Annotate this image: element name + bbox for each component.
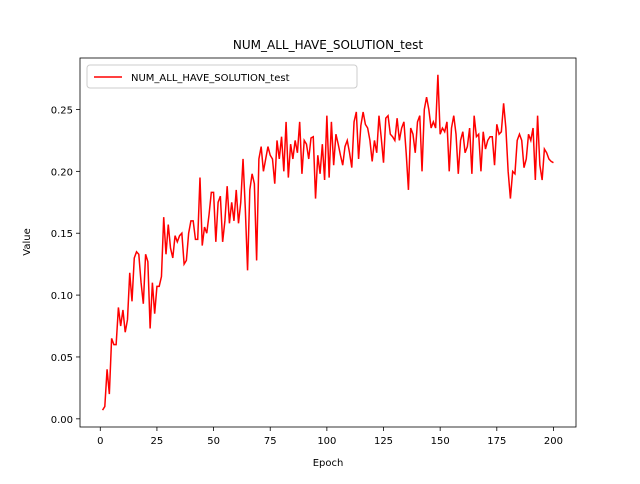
y-tick-label: 0.25 [51,105,73,116]
y-tick-label: 0.05 [51,353,73,364]
y-tick-label: 0.20 [51,167,73,178]
x-tick-label: 200 [544,436,563,447]
y-tick-label: 0.10 [51,291,73,302]
x-tick-label: 100 [317,436,336,447]
y-tick-label: 0.00 [51,415,73,426]
x-tick-label: 25 [151,436,164,447]
chart-title: NUM_ALL_HAVE_SOLUTION_test [233,38,424,52]
x-tick-label: 150 [431,436,450,447]
x-tick-label: 0 [97,436,103,447]
y-axis-label: Value [22,228,33,255]
y-tick-label: 0.15 [51,229,73,240]
legend-label: NUM_ALL_HAVE_SOLUTION_test [131,73,290,84]
x-tick-label: 50 [207,436,220,447]
x-tick-label: 125 [374,436,393,447]
x-tick-label: 175 [487,436,506,447]
legend-box [86,64,358,89]
x-axis-label: Epoch [313,458,344,469]
x-tick-label: 75 [264,436,277,447]
data-line [101,74,554,411]
axes-frame [79,57,577,428]
